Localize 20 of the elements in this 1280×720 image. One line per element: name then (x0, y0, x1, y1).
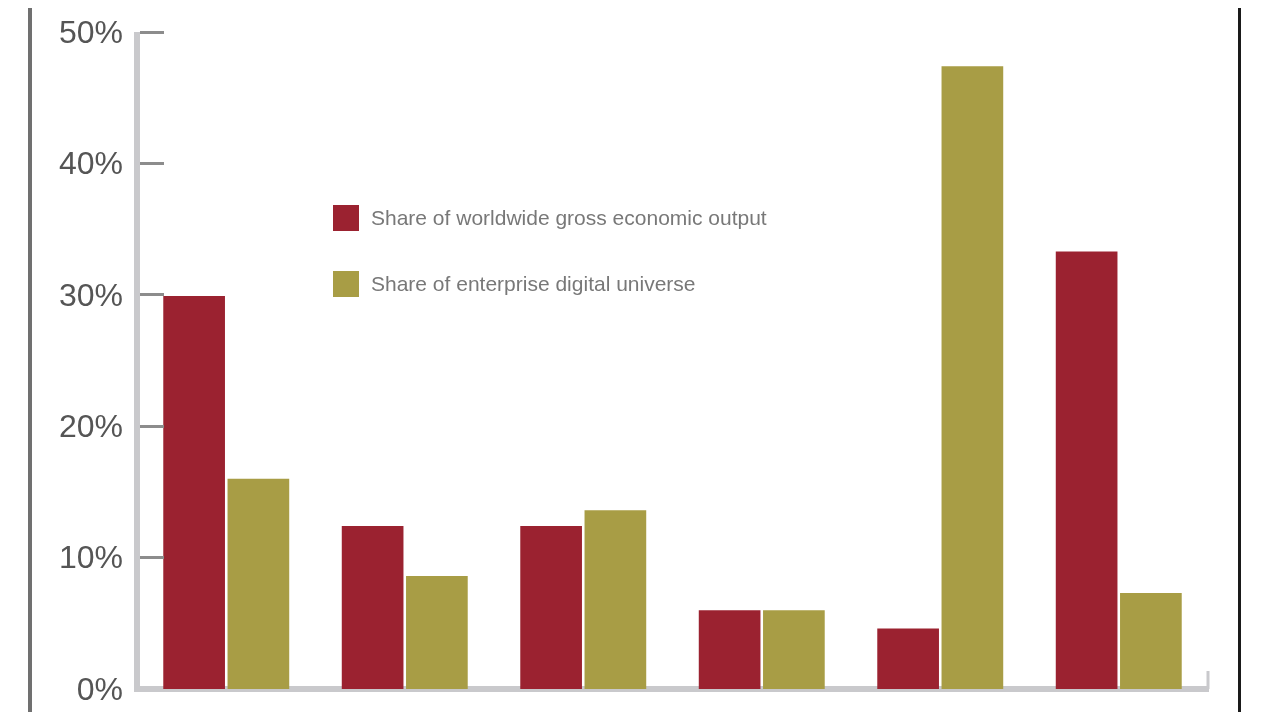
bar (941, 66, 1004, 689)
y-tick-label: 0% (76, 670, 123, 707)
legend-label: Share of worldwide gross economic output (371, 206, 767, 230)
bar (877, 628, 939, 689)
y-tick-label: 10% (58, 539, 123, 576)
bar (1120, 593, 1182, 689)
legend-label: Share of enterprise digital universe (371, 272, 696, 296)
bar (584, 510, 647, 689)
bar (763, 610, 825, 689)
bar (163, 296, 225, 689)
y-tick-label: 20% (58, 408, 123, 445)
bar (227, 478, 290, 689)
bar (1055, 251, 1118, 689)
y-tick-label: 40% (58, 145, 123, 182)
bar (520, 526, 582, 689)
y-tick-label: 30% (58, 276, 123, 313)
bar (698, 610, 761, 689)
bar (341, 526, 404, 689)
y-tick-label: 50% (58, 13, 123, 50)
bar (406, 576, 468, 689)
